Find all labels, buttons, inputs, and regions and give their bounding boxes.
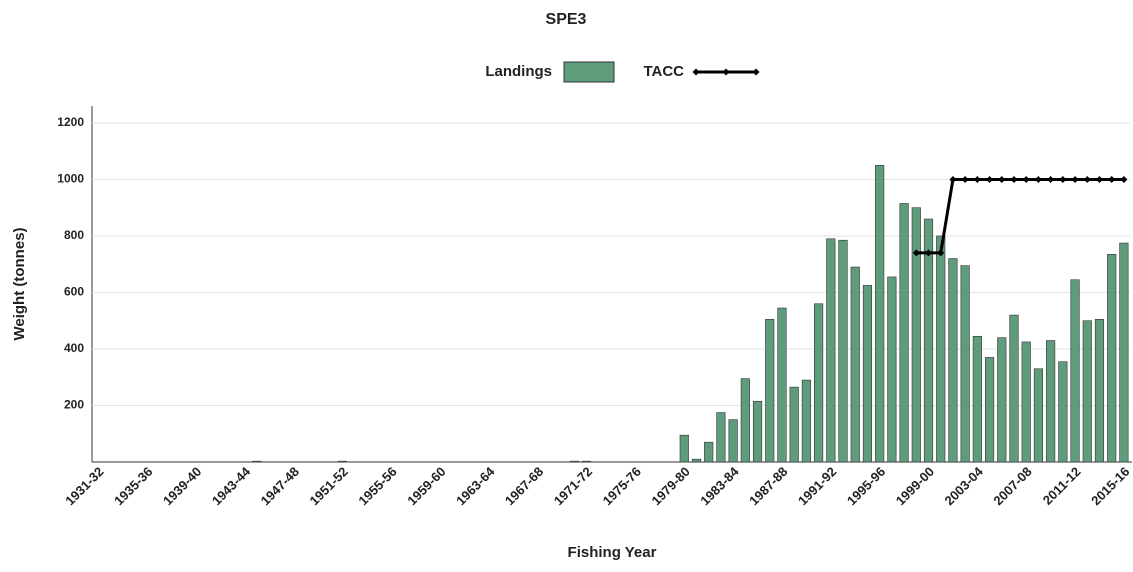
line <box>916 177 1124 255</box>
x-tick-label: 1931-32 <box>62 464 106 508</box>
x-tick-label: 1979-80 <box>648 464 692 508</box>
bar <box>850 266 860 463</box>
marker <box>1120 175 1128 183</box>
x-tick-label: 1943-44 <box>209 463 254 508</box>
bar <box>923 218 934 463</box>
bar <box>740 378 750 463</box>
x-tick-label: 1951-52 <box>307 464 351 508</box>
x-tick-label: 1995-96 <box>844 464 888 508</box>
x-tick-label: 2003-04 <box>942 463 987 508</box>
bar <box>1021 341 1031 463</box>
chart-title: SPE3 <box>546 11 587 28</box>
marker <box>961 175 969 183</box>
y-tick-label: 800 <box>64 228 84 242</box>
x-tick-label: 2015-16 <box>1088 464 1132 508</box>
bar <box>960 265 970 463</box>
x-tick-label: 1967-68 <box>502 464 546 508</box>
y-tick-label: 1200 <box>57 115 84 129</box>
bar <box>862 285 873 463</box>
bar <box>1070 279 1080 463</box>
y-axis-label: Weight (tonnes) <box>11 227 28 340</box>
x-tick-label: 1963-64 <box>453 463 498 508</box>
bar <box>679 434 689 463</box>
bar <box>1107 254 1117 463</box>
bar <box>582 460 592 463</box>
marker <box>986 175 994 183</box>
x-tick-label: 1971-72 <box>551 464 595 508</box>
marker <box>1034 175 1042 183</box>
x-tick-label: 1987-88 <box>746 464 790 508</box>
x-tick-label: 1975-76 <box>600 464 644 508</box>
marker <box>1083 175 1091 183</box>
x-tick-label: 1955-56 <box>355 464 399 508</box>
marker <box>949 175 957 183</box>
x-tick-label: 1999-00 <box>893 464 937 508</box>
y-tick-label: 400 <box>64 341 84 355</box>
legend-label: Landings <box>485 63 552 80</box>
x-tick-label: 1991-92 <box>795 464 839 508</box>
bar <box>337 460 347 463</box>
legend-marker <box>692 68 700 76</box>
marker <box>1071 175 1079 183</box>
bar <box>752 400 763 463</box>
marker <box>973 175 981 183</box>
bar <box>1033 368 1043 463</box>
bar <box>1046 340 1056 463</box>
marker <box>1059 175 1067 183</box>
y-tick-label: 1000 <box>57 172 84 186</box>
marker <box>1022 175 1030 183</box>
bar <box>1094 319 1105 463</box>
x-axis-label: Fishing Year <box>568 544 657 561</box>
bar <box>948 258 958 463</box>
bar <box>826 238 836 463</box>
bar <box>838 239 848 463</box>
bar <box>801 379 811 463</box>
marker <box>998 175 1006 183</box>
x-tick-label: 1939-40 <box>160 464 204 508</box>
bar <box>765 319 775 463</box>
bar <box>887 276 897 463</box>
x-tick-label: 1983-84 <box>697 463 742 508</box>
marker <box>912 249 920 257</box>
bar <box>997 337 1007 463</box>
x-tick-label: 2011-12 <box>1040 464 1084 508</box>
bar <box>252 460 262 463</box>
bar <box>814 303 824 463</box>
bar <box>777 307 787 463</box>
bar <box>936 235 946 463</box>
bar <box>691 458 702 463</box>
y-tick-label: 600 <box>64 285 84 299</box>
bar <box>789 386 799 463</box>
bar <box>875 165 885 463</box>
bar <box>728 419 738 463</box>
y-tick-label: 200 <box>64 398 84 412</box>
marker <box>1010 175 1018 183</box>
bar <box>704 441 714 463</box>
bar <box>899 203 909 463</box>
marker <box>1108 175 1116 183</box>
bar <box>972 335 982 463</box>
bar <box>984 357 995 463</box>
bar <box>1009 314 1019 463</box>
bar <box>569 460 579 463</box>
legend-marker <box>722 68 730 76</box>
marker <box>1047 175 1055 183</box>
bar <box>1119 242 1129 463</box>
x-tick-label: 2007-08 <box>990 464 1034 508</box>
x-tick-label: 1959-60 <box>404 464 448 508</box>
x-tick-label: 1935-36 <box>111 464 155 508</box>
bar <box>1058 361 1068 463</box>
bar <box>911 207 921 463</box>
bar <box>716 412 726 463</box>
legend-label: TACC <box>643 63 684 80</box>
x-tick-label: 1947-48 <box>258 464 302 508</box>
bar <box>1082 320 1092 463</box>
marker <box>925 249 933 257</box>
marker <box>1095 175 1103 183</box>
legend-swatch <box>563 61 615 83</box>
marker <box>937 249 945 257</box>
legend-marker <box>752 68 760 76</box>
